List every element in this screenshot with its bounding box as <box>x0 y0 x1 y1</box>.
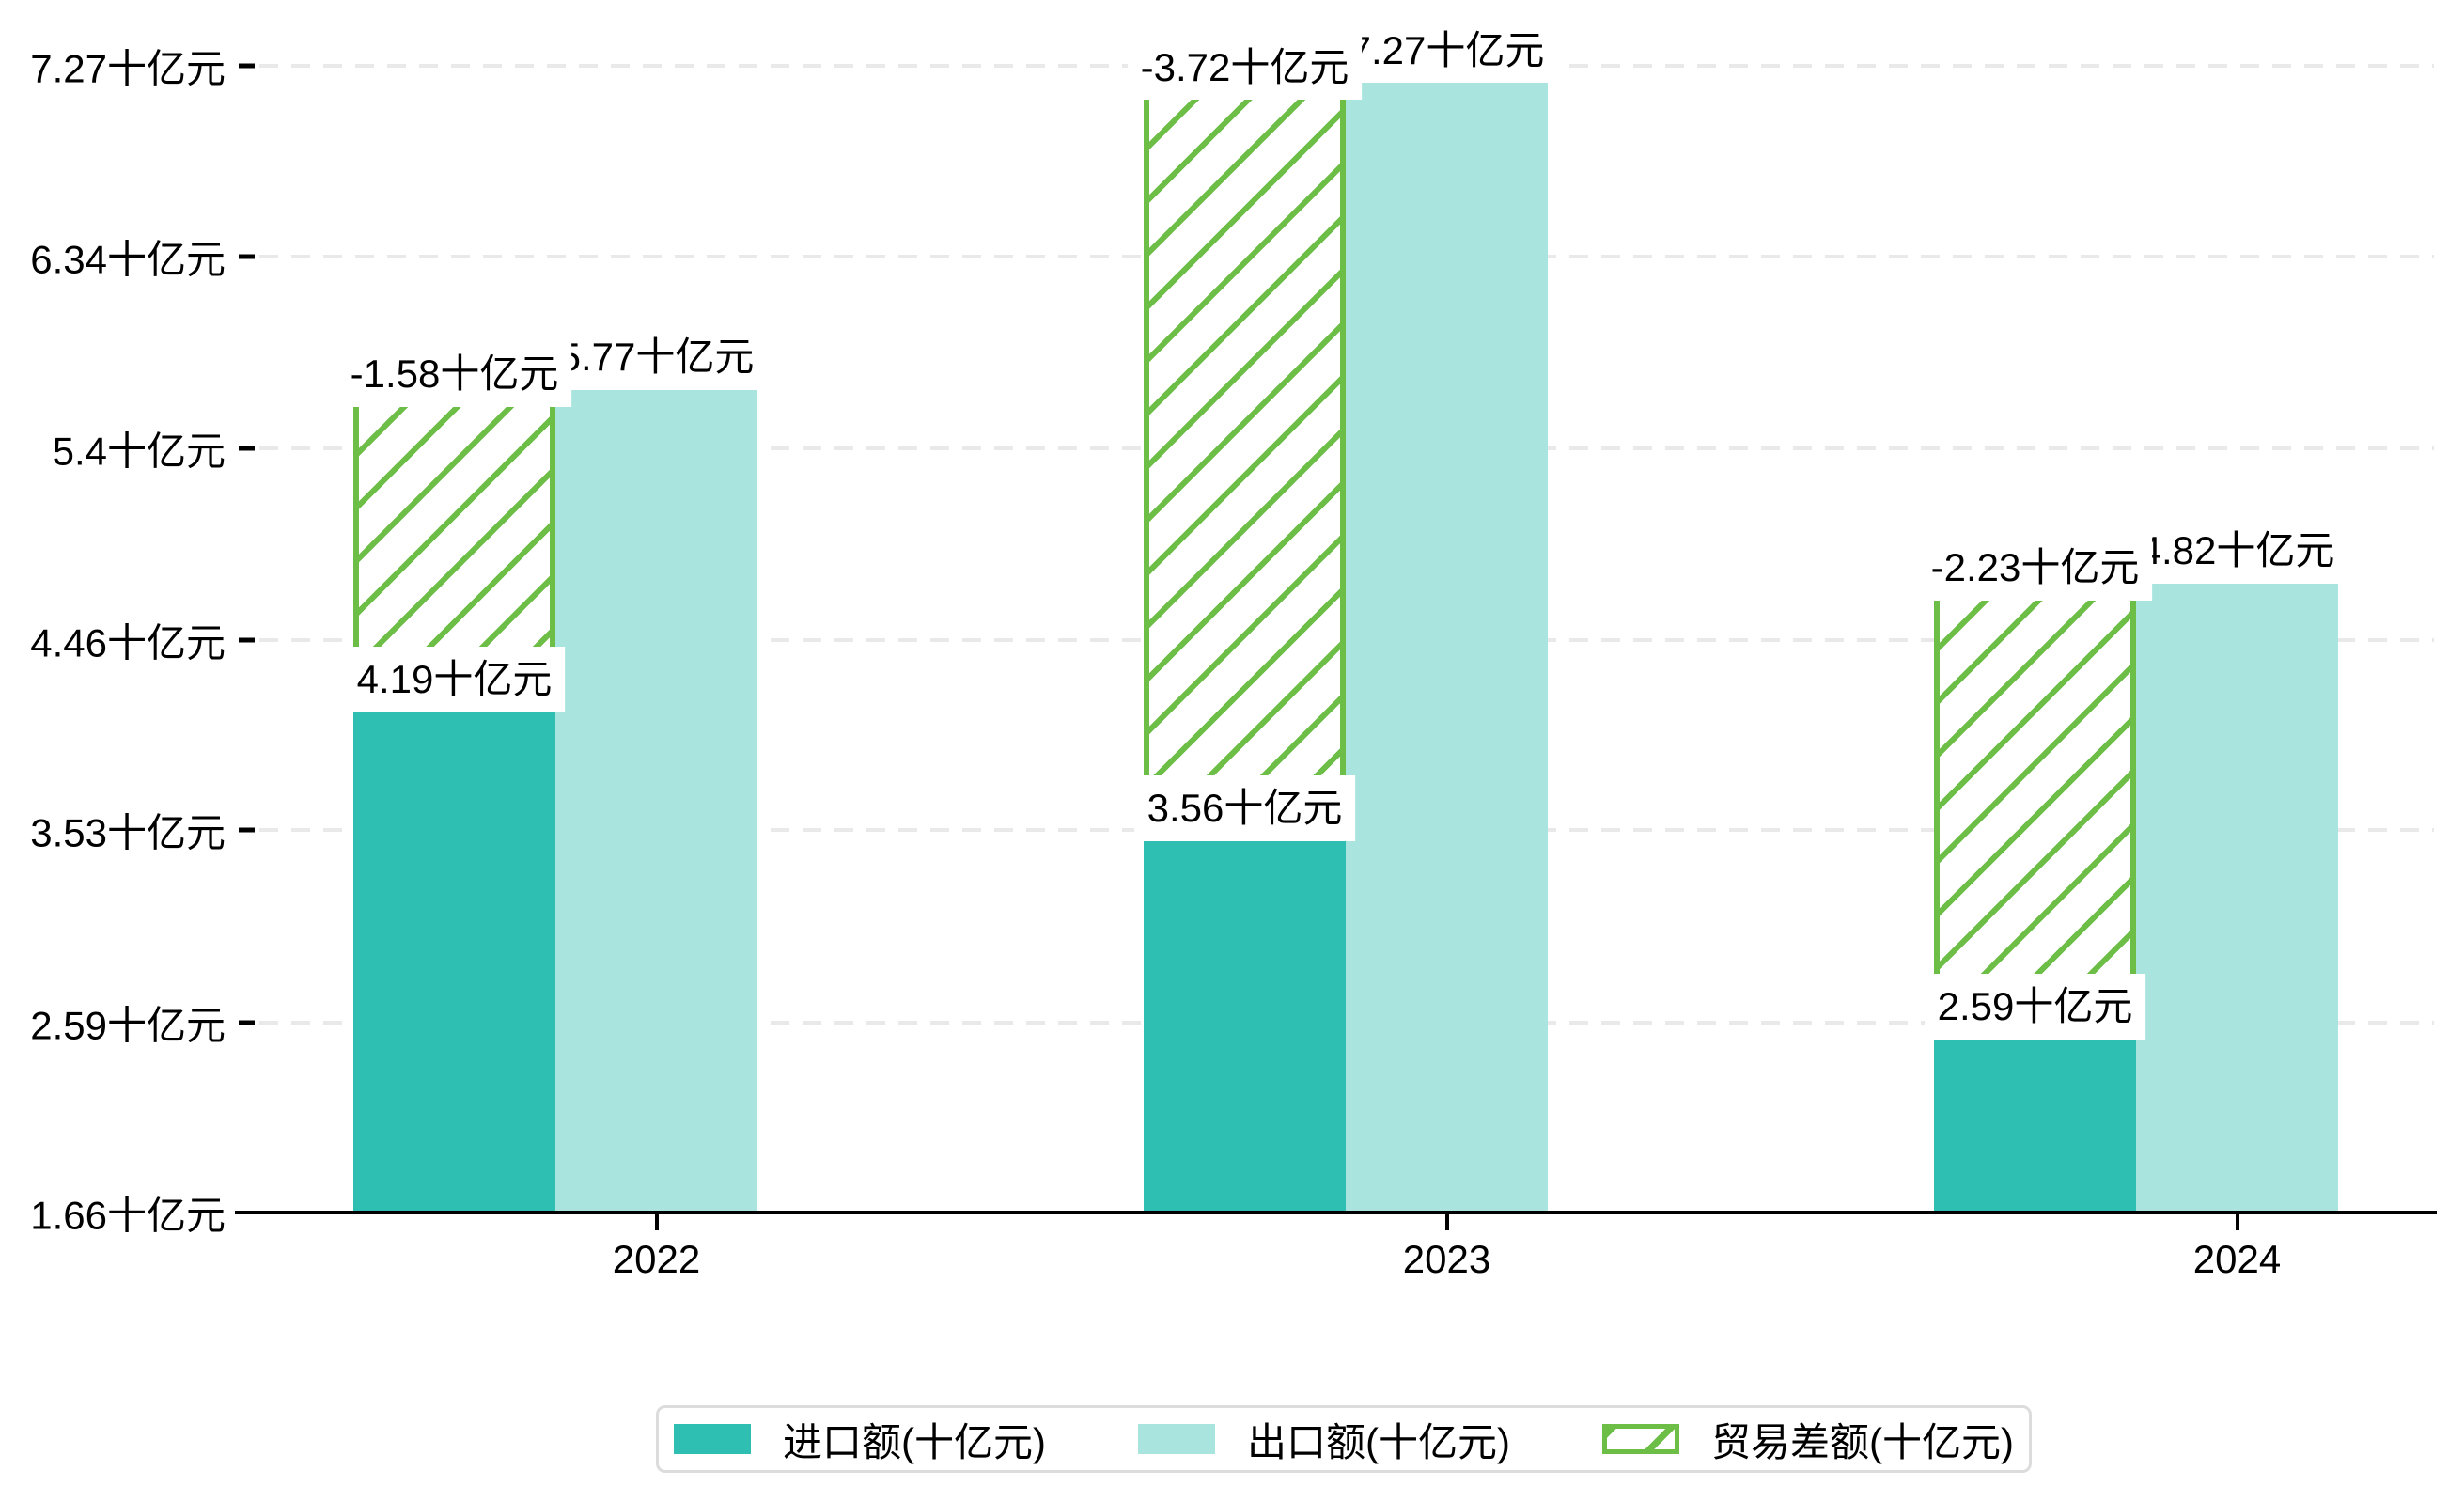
y-tick-label: 3.53十亿元 <box>30 810 226 855</box>
x-tick-mark <box>2235 1214 2239 1230</box>
y-tick-label: 2.59十亿元 <box>30 1003 226 1048</box>
y-tick-label: 6.34十亿元 <box>30 237 226 282</box>
y-tick-mark <box>239 637 255 643</box>
legend-item-export: 出口额(十亿元) <box>1138 1411 1510 1468</box>
legend: 进口额(十亿元) 出口额(十亿元) 贸易差额(十亿元) <box>656 1405 2032 1473</box>
export-bar-label-2024: 4.82十亿元 <box>2126 518 2348 585</box>
trade-balance-bar-2023 <box>1144 83 1346 841</box>
export-bar-2023 <box>1346 83 1548 1213</box>
y-tick-label: 4.46十亿元 <box>30 620 226 665</box>
legend-swatch-import <box>674 1424 751 1454</box>
y-tick-mark <box>239 1020 255 1025</box>
legend-swatch-trade-balance <box>1602 1424 1679 1454</box>
y-tick-label: 5.4十亿元 <box>52 429 226 474</box>
export-bar-2022 <box>555 389 757 1213</box>
legend-label-import: 进口额(十亿元) <box>783 1419 1046 1464</box>
legend-label-export: 出口额(十亿元) <box>1247 1419 1510 1464</box>
y-tick-label: 7.27十亿元 <box>30 46 226 91</box>
x-tick-mark <box>654 1214 659 1230</box>
x-tick-label-2024: 2024 <box>2192 1237 2282 1281</box>
export-bar-2024 <box>2136 584 2338 1213</box>
import-bar-2022 <box>353 712 555 1213</box>
x-tick-mark <box>1444 1214 1449 1230</box>
y-tick-label: 1.66十亿元 <box>30 1193 226 1238</box>
import-bar-label-2022: 4.19十亿元 <box>343 647 566 712</box>
y-tick-mark <box>239 254 255 259</box>
legend-label-trade-balance: 贸易差额(十亿元) <box>1711 1419 2014 1464</box>
import-bar-2023 <box>1144 840 1346 1213</box>
export-bar-label-2023: 7.27十亿元 <box>1335 17 1558 84</box>
trade-balance-bar-label-2023: -3.72十亿元 <box>1127 34 1363 101</box>
export-bar-label-2022: 5.77十亿元 <box>545 323 768 390</box>
y-tick-mark <box>239 446 255 451</box>
trade-balance-bar-label-2022: -1.58十亿元 <box>336 340 572 407</box>
trade-balance-bar-label-2024: -2.23十亿元 <box>1917 535 2153 602</box>
x-tick-label-2023: 2023 <box>1402 1237 1491 1281</box>
x-tick-label-2022: 2022 <box>612 1237 701 1281</box>
y-tick-mark <box>239 63 255 69</box>
import-bar-2024 <box>1934 1039 2136 1213</box>
legend-item-import: 进口额(十亿元) <box>674 1411 1046 1468</box>
legend-swatch-export <box>1138 1424 1215 1454</box>
import-bar-label-2023: 3.56十亿元 <box>1133 775 1356 841</box>
import-bar-label-2024: 2.59十亿元 <box>1924 974 2146 1040</box>
legend-item-trade-balance: 贸易差额(十亿元) <box>1602 1411 2014 1468</box>
trade-balance-bar-2024 <box>1934 584 2136 1040</box>
y-tick-mark <box>239 827 255 833</box>
x-axis-line <box>235 1211 2437 1214</box>
